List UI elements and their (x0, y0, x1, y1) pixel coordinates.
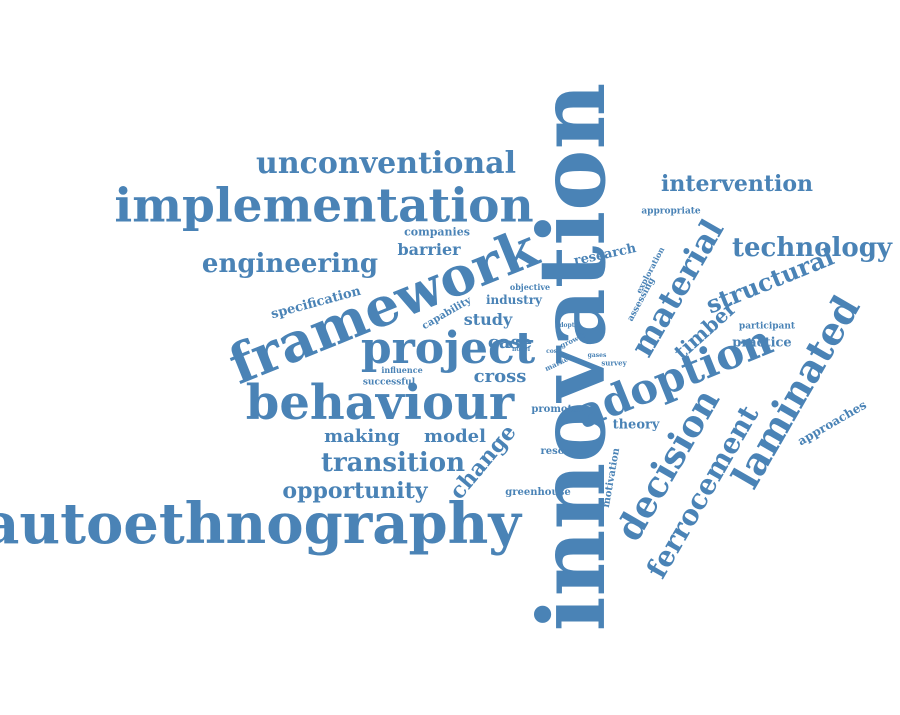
word-participant: participant (738, 321, 796, 332)
word-cost: cost (546, 348, 560, 355)
word-case: case (487, 332, 533, 353)
word-survey: survey (601, 358, 627, 368)
word-theory: theory (612, 417, 660, 433)
word-opportunity: opportunity (282, 478, 428, 504)
word-cross: cross (473, 366, 527, 387)
word-autoethnography: autoethnography (0, 491, 521, 557)
word-novel: novel (512, 346, 530, 353)
word-engineering: engineering (201, 249, 379, 279)
word-transition: transition (320, 448, 466, 478)
word-industry: industry (486, 293, 542, 307)
word-influence: influence (381, 365, 423, 375)
word-model: model (424, 426, 486, 447)
word-technology: technology (731, 233, 893, 263)
word-behaviour: behaviour (245, 375, 515, 431)
word-objective: objective (509, 282, 551, 292)
word-project: project (360, 323, 536, 374)
word-appropriate: appropriate (641, 206, 701, 217)
word-implementation: implementation (114, 178, 534, 234)
word-greenhouse: greenhouse (505, 487, 571, 498)
word-barrier: barrier (397, 240, 461, 259)
word-companies: companies (404, 225, 470, 239)
word-unconventional: unconventional (256, 146, 516, 181)
word-practice: practice (732, 335, 792, 351)
word-promote: promote (531, 404, 579, 415)
word-intervention: intervention (660, 171, 814, 197)
word-resource: resource (540, 446, 590, 457)
word-successful: successful (362, 377, 416, 388)
word-gases: gases (587, 352, 607, 359)
word-study: study (463, 310, 513, 329)
word-making: making (324, 426, 400, 447)
word-adopt: adopt (555, 322, 575, 329)
